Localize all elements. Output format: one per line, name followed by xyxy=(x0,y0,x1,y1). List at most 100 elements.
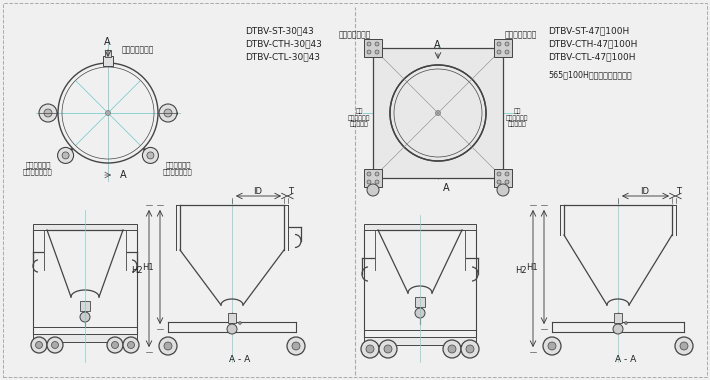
Bar xyxy=(103,56,113,66)
Circle shape xyxy=(379,340,397,358)
Circle shape xyxy=(107,337,123,353)
Bar xyxy=(415,297,425,307)
Bar xyxy=(494,169,512,187)
Circle shape xyxy=(435,111,440,116)
Text: 固定キャスター: 固定キャスター xyxy=(339,30,371,39)
Circle shape xyxy=(111,342,119,348)
Text: A - A: A - A xyxy=(616,356,637,364)
Circle shape xyxy=(375,50,379,54)
Bar xyxy=(614,313,622,323)
Circle shape xyxy=(543,337,561,355)
Circle shape xyxy=(47,337,63,353)
Text: 自在
ストッパー付
キャスター: 自在 ストッパー付 キャスター xyxy=(506,109,528,127)
Bar xyxy=(33,224,137,230)
Circle shape xyxy=(680,342,688,350)
Circle shape xyxy=(367,172,371,176)
Bar xyxy=(33,334,137,342)
Circle shape xyxy=(505,50,509,54)
Bar xyxy=(373,48,503,178)
Circle shape xyxy=(613,324,623,334)
Circle shape xyxy=(384,345,392,353)
Text: A - A: A - A xyxy=(229,356,251,364)
Text: ID: ID xyxy=(640,187,650,195)
Bar xyxy=(364,224,476,230)
Text: DTBV-ST-30～43: DTBV-ST-30～43 xyxy=(245,26,314,35)
Circle shape xyxy=(466,345,474,353)
Text: DTBV-CTH-30～43: DTBV-CTH-30～43 xyxy=(245,39,322,48)
Text: DTBV-ST-47～100H: DTBV-ST-47～100H xyxy=(548,26,629,35)
Circle shape xyxy=(292,342,300,350)
Circle shape xyxy=(415,308,425,318)
Text: DTBV-CTL-30～43: DTBV-CTL-30～43 xyxy=(245,52,320,61)
Text: T: T xyxy=(677,187,682,195)
Text: DTBV-CTL-47～100H: DTBV-CTL-47～100H xyxy=(548,52,635,61)
Text: A: A xyxy=(104,37,110,47)
Circle shape xyxy=(36,342,43,348)
Circle shape xyxy=(52,342,58,348)
Circle shape xyxy=(367,50,371,54)
Circle shape xyxy=(497,180,501,184)
Text: H1: H1 xyxy=(526,263,538,271)
Text: T: T xyxy=(288,187,293,195)
Circle shape xyxy=(287,337,305,355)
Text: 自在キャスター: 自在キャスター xyxy=(122,45,154,54)
Circle shape xyxy=(58,147,74,163)
Bar xyxy=(80,301,90,311)
Circle shape xyxy=(497,42,501,46)
Text: H1: H1 xyxy=(143,263,154,271)
Text: A: A xyxy=(443,183,449,193)
Circle shape xyxy=(106,111,111,116)
Circle shape xyxy=(143,147,158,163)
Circle shape xyxy=(227,324,237,334)
Circle shape xyxy=(497,184,509,196)
Circle shape xyxy=(497,172,501,176)
Bar xyxy=(494,39,512,57)
Circle shape xyxy=(164,109,172,117)
Circle shape xyxy=(367,184,379,196)
Circle shape xyxy=(505,172,509,176)
Circle shape xyxy=(239,321,241,325)
Circle shape xyxy=(44,109,52,117)
Circle shape xyxy=(39,104,57,122)
Text: DTBV-CTH-47～100H: DTBV-CTH-47～100H xyxy=(548,39,638,48)
Circle shape xyxy=(375,180,379,184)
Circle shape xyxy=(497,50,501,54)
Circle shape xyxy=(675,337,693,355)
Circle shape xyxy=(123,337,139,353)
Text: A: A xyxy=(120,170,126,180)
Circle shape xyxy=(461,340,479,358)
Circle shape xyxy=(390,65,486,161)
Text: 固定キャスター: 固定キャスター xyxy=(505,30,537,39)
Circle shape xyxy=(159,104,177,122)
Text: ID: ID xyxy=(253,187,263,195)
Bar xyxy=(364,337,476,345)
Text: A: A xyxy=(434,40,440,50)
Text: 自在
ストッパー付
キャスター: 自在 ストッパー付 キャスター xyxy=(348,109,370,127)
Bar xyxy=(364,39,382,57)
Circle shape xyxy=(505,42,509,46)
Circle shape xyxy=(164,342,172,350)
Circle shape xyxy=(548,342,556,350)
Bar xyxy=(364,169,382,187)
Bar xyxy=(105,50,111,57)
Circle shape xyxy=(159,337,177,355)
Circle shape xyxy=(366,345,374,353)
Circle shape xyxy=(375,42,379,46)
Text: ストッパー付
自在キャスター: ストッパー付 自在キャスター xyxy=(23,161,53,175)
Text: ストッパー付
自在キャスター: ストッパー付 自在キャスター xyxy=(163,161,193,175)
Circle shape xyxy=(62,152,69,159)
Circle shape xyxy=(31,337,47,353)
Circle shape xyxy=(375,172,379,176)
Circle shape xyxy=(625,321,628,325)
Text: H2: H2 xyxy=(515,266,527,275)
Circle shape xyxy=(448,345,456,353)
Circle shape xyxy=(80,312,90,322)
Circle shape xyxy=(367,180,371,184)
Circle shape xyxy=(361,340,379,358)
Circle shape xyxy=(128,342,134,348)
Text: 565～100Hサイズは取っ手無し: 565～100Hサイズは取っ手無し xyxy=(548,70,632,79)
Circle shape xyxy=(505,180,509,184)
Circle shape xyxy=(147,152,154,159)
Circle shape xyxy=(367,42,371,46)
Bar xyxy=(228,313,236,323)
